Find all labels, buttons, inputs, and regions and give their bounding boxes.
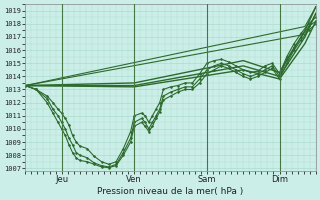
X-axis label: Pression niveau de la mer( hPa ): Pression niveau de la mer( hPa ): [98, 187, 244, 196]
